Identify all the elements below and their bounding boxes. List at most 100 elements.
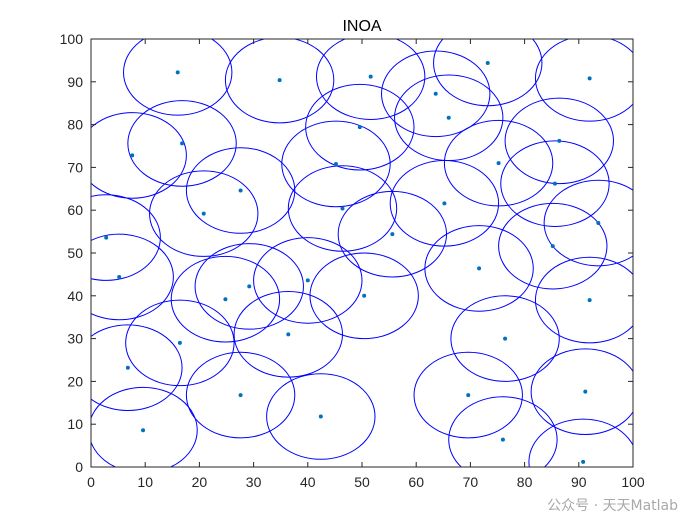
coverage-circle-26 bbox=[170, 255, 281, 343]
sensor-point-20 bbox=[390, 232, 395, 237]
coverage-circle-39 bbox=[528, 418, 633, 467]
sensor-point-33 bbox=[238, 393, 243, 398]
coverage-circle-12 bbox=[281, 120, 391, 208]
sensor-point-11 bbox=[496, 161, 501, 166]
sensor-point-19 bbox=[104, 235, 109, 240]
x-tick-label-3: 30 bbox=[246, 474, 262, 490]
sensor-point-15 bbox=[201, 211, 206, 216]
sensor-point-24 bbox=[305, 278, 310, 283]
watermark-text: 公众号 · 天天Matlab bbox=[547, 498, 678, 514]
x-tick-label-8: 80 bbox=[517, 474, 533, 490]
sensor-point-29 bbox=[286, 332, 291, 337]
sensor-point-13 bbox=[238, 188, 243, 193]
sensor-point-27 bbox=[362, 293, 367, 298]
watermark: 公众号 · 天天Matlab bbox=[547, 495, 678, 515]
coverage-circle-2 bbox=[315, 39, 426, 120]
x-tick-label-9: 90 bbox=[571, 474, 587, 490]
sensor-point-31 bbox=[177, 340, 182, 345]
sensor-point-25 bbox=[247, 284, 252, 289]
sensor-point-6 bbox=[446, 115, 451, 120]
coverage-circle-9 bbox=[91, 112, 187, 199]
sensor-point-28 bbox=[587, 298, 592, 303]
coverage-circle-7 bbox=[305, 83, 415, 171]
coverage-circle-33 bbox=[185, 351, 296, 439]
coverage-circle-4 bbox=[534, 39, 633, 122]
coverage-circle-13 bbox=[185, 147, 296, 234]
coverage-circle-21 bbox=[498, 202, 608, 290]
coverage-circle-25 bbox=[194, 243, 304, 330]
sensor-point-8 bbox=[180, 141, 185, 146]
sensor-point-37 bbox=[141, 428, 146, 433]
y-tick-label-7: 70 bbox=[67, 159, 83, 175]
coverage-circle-30 bbox=[450, 295, 560, 382]
coverage-circle-27 bbox=[309, 252, 419, 340]
x-tick-label-0: 0 bbox=[87, 474, 95, 490]
y-tick-label-6: 60 bbox=[67, 202, 83, 218]
sensor-point-7 bbox=[357, 125, 362, 130]
coverage-circle-15 bbox=[149, 170, 259, 257]
coverage-circle-19 bbox=[91, 194, 161, 281]
sensor-point-12 bbox=[333, 161, 338, 166]
coverage-circle-10 bbox=[504, 97, 614, 185]
sensor-point-3 bbox=[485, 60, 490, 65]
sensor-point-18 bbox=[596, 221, 601, 226]
x-axis: 0 10 20 30 40 50 60 70 80 90 100 bbox=[87, 39, 645, 490]
y-tick-label-0: 0 bbox=[75, 459, 83, 475]
coverage-circle-8 bbox=[127, 100, 237, 187]
coverage-circle-38 bbox=[448, 396, 558, 467]
sensor-point-16 bbox=[340, 206, 345, 211]
sensor-point-10 bbox=[557, 138, 562, 143]
sensor-point-21 bbox=[550, 244, 555, 249]
sensor-point-26 bbox=[223, 297, 228, 302]
coverage-circle-29 bbox=[233, 291, 343, 378]
sensor-point-4 bbox=[587, 76, 592, 81]
chart-title: INOA bbox=[342, 18, 381, 35]
coverage-circle-32 bbox=[91, 324, 183, 411]
x-tick-label-5: 50 bbox=[354, 474, 370, 490]
x-tick-label-1: 10 bbox=[137, 474, 153, 490]
coverage-circle-5 bbox=[381, 50, 491, 138]
sensor-point-39 bbox=[581, 459, 586, 464]
y-axis: 0 10 20 30 40 50 60 70 80 90 100 bbox=[60, 31, 633, 475]
y-tick-label-2: 20 bbox=[67, 373, 83, 389]
coverage-circle-36 bbox=[266, 373, 376, 460]
sensor-point-1 bbox=[277, 78, 282, 83]
sensor-point-5 bbox=[433, 91, 438, 96]
sensor-points bbox=[104, 60, 601, 464]
sensor-point-38 bbox=[500, 437, 505, 442]
coverage-circle-35 bbox=[530, 348, 633, 435]
x-tick-label-7: 70 bbox=[463, 474, 479, 490]
coverage-circle-24 bbox=[253, 237, 363, 324]
y-tick-label-3: 30 bbox=[67, 331, 83, 347]
coverage-circle-0 bbox=[123, 39, 233, 116]
sensor-point-17 bbox=[442, 201, 447, 206]
y-tick-label-8: 80 bbox=[67, 117, 83, 133]
sensor-point-32 bbox=[125, 365, 130, 370]
sensor-point-2 bbox=[368, 74, 373, 79]
y-tick-label-9: 90 bbox=[67, 74, 83, 90]
coverage-circle-34 bbox=[413, 351, 523, 439]
sensor-point-9 bbox=[130, 153, 135, 158]
x-tick-label-2: 20 bbox=[192, 474, 208, 490]
y-tick-label-5: 50 bbox=[67, 245, 83, 261]
sensor-point-14 bbox=[552, 181, 557, 186]
y-tick-label-4: 40 bbox=[67, 288, 83, 304]
coverage-circle-28 bbox=[534, 256, 633, 344]
sensor-point-22 bbox=[477, 266, 482, 271]
x-tick-label-10: 100 bbox=[621, 474, 645, 490]
sensor-point-23 bbox=[117, 274, 122, 279]
sensor-point-30 bbox=[503, 336, 508, 341]
y-tick-label-10: 100 bbox=[60, 31, 84, 47]
coverage-circle-14 bbox=[500, 140, 610, 227]
coverage-circle-1 bbox=[224, 39, 335, 124]
sensor-point-35 bbox=[583, 389, 588, 394]
coverage-circle-31 bbox=[125, 299, 235, 387]
coverage-circle-18 bbox=[543, 179, 633, 267]
x-tick-label-6: 60 bbox=[408, 474, 424, 490]
sensor-point-0 bbox=[175, 70, 180, 75]
x-tick-label-4: 40 bbox=[300, 474, 316, 490]
coverage-circles bbox=[91, 39, 633, 467]
coverage-circle-22 bbox=[424, 225, 534, 312]
coverage-circle-23 bbox=[91, 233, 174, 321]
